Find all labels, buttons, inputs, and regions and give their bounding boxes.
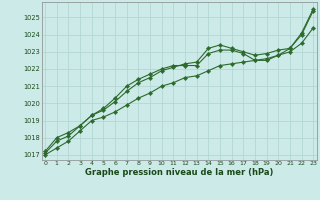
X-axis label: Graphe pression niveau de la mer (hPa): Graphe pression niveau de la mer (hPa) bbox=[85, 168, 273, 177]
